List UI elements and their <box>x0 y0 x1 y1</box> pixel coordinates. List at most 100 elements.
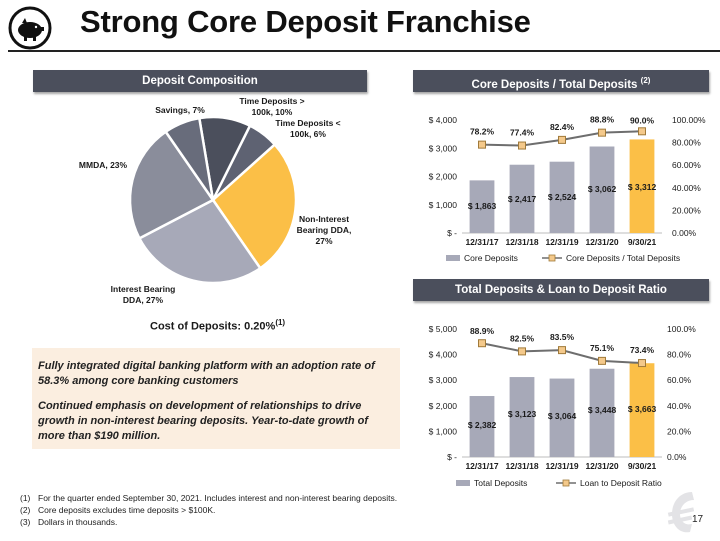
bar-value-label: $ 2,524 <box>548 192 577 202</box>
y-left-tick-label: $ 3,000 <box>429 143 458 153</box>
page-title: Strong Core Deposit Franchise <box>80 4 531 39</box>
pie-slice-label-line: Time Deposits > <box>239 96 304 106</box>
bar <box>469 396 495 457</box>
x-tick-label: 12/31/19 <box>545 237 578 247</box>
y-left-tick-label: $ 5,000 <box>429 324 458 334</box>
pie-slice <box>164 116 215 201</box>
ratio-marker <box>638 127 646 136</box>
x-tick-label: 12/31/20 <box>585 237 618 247</box>
x-tick-label: 9/30/21 <box>628 237 657 247</box>
bar-value-label: $ 3,448 <box>588 405 617 415</box>
highlights-box: Fully integrated digital banking platfor… <box>32 348 400 449</box>
x-tick-label: 9/30/21 <box>628 461 657 471</box>
y-right-tick-label: 0.00% <box>672 228 697 238</box>
y-left-tick-label: $ - <box>447 452 457 462</box>
x-tick-label: 12/31/17 <box>465 461 498 471</box>
y-right-tick-label: 80.0% <box>667 350 692 360</box>
total-deposits-title: Total Deposits & Loan to Deposit Ratio <box>455 284 667 296</box>
ratio-marker <box>638 359 646 368</box>
y-left-tick-label: $ 3,000 <box>429 375 458 385</box>
title-rule <box>8 50 720 52</box>
x-tick-label: 12/31/17 <box>465 237 498 247</box>
bar-value-label: $ 3,062 <box>588 184 617 194</box>
deposit-composition-header: Deposit Composition <box>33 70 367 92</box>
cost-of-deposits-footnote-ref: (1) <box>275 318 286 327</box>
y-left-tick-label: $ 1,000 <box>429 426 458 436</box>
bar <box>509 164 535 233</box>
footnote-text: For the quarter ended September 30, 2021… <box>38 493 398 503</box>
ratio-marker <box>558 135 566 144</box>
footnote-text: Dollars in thousands. <box>38 517 118 527</box>
bar <box>629 139 655 233</box>
bar-value-label: $ 3,064 <box>548 411 577 421</box>
pie-slice-label-line: DDA, 27% <box>123 295 164 305</box>
pie-slice <box>128 130 215 241</box>
pie-slice-label-line: 27% <box>315 236 332 246</box>
bar-value-label: $ 2,417 <box>508 194 537 204</box>
page-number: 17 <box>692 514 704 525</box>
legend-bar-swatch <box>456 480 470 486</box>
ratio-marker <box>598 356 606 365</box>
y-left-tick-label: $ 1,000 <box>429 200 458 210</box>
pie-slice <box>137 198 262 285</box>
bar-value-label: $ 3,123 <box>508 409 537 419</box>
deposit-composition-title: Deposit Composition <box>142 75 258 87</box>
ratio-value-label: 78.2% <box>470 127 495 137</box>
y-right-tick-label: 60.0% <box>667 375 692 385</box>
y-left-tick-label: $ 4,000 <box>429 115 458 125</box>
bar-value-label: $ 3,663 <box>628 404 657 414</box>
bar <box>629 363 655 457</box>
footnote-number: (1) <box>20 493 31 503</box>
pie-slice-label: Savings, 7% <box>155 105 205 115</box>
ratio-value-label: 83.5% <box>550 332 575 342</box>
ratio-marker <box>478 339 486 348</box>
pie-slice-label-line: MMDA, 23% <box>79 160 128 170</box>
x-tick-label: 12/31/19 <box>545 461 578 471</box>
ratio-value-label: 75.1% <box>590 343 615 353</box>
bar-value-label: $ 2,382 <box>468 420 497 430</box>
footnote: (2) Core deposits excludes time deposits … <box>20 505 215 515</box>
bar <box>469 180 495 233</box>
ratio-value-label: 82.5% <box>510 333 535 343</box>
footnote-number: (2) <box>20 505 31 515</box>
x-tick-label: 12/31/18 <box>505 237 538 247</box>
core-deposits-footnote-ref: (2) <box>640 76 651 85</box>
pie-slice-label: MMDA, 23% <box>79 160 128 170</box>
total-deposits-header: Total Deposits & Loan to Deposit Ratio <box>413 279 709 301</box>
bar <box>589 368 615 457</box>
legend-bar-label: Total Deposits <box>474 478 527 488</box>
pie-slice-label-line: Time Deposits < <box>275 118 340 128</box>
cost-of-deposits-text: Cost of Deposits: 0.20% <box>150 320 276 333</box>
pie-slice-label-line: 100k, 10% <box>252 107 293 117</box>
y-right-tick-label: 20.00% <box>672 205 701 215</box>
cost-of-deposits: Cost of Deposits: 0.20%(1) <box>150 318 285 333</box>
highlight-digital-banking: Fully integrated digital banking platfor… <box>38 360 375 387</box>
y-right-tick-label: 60.00% <box>672 160 701 170</box>
pie-slice-label-line: Non-Interest <box>299 214 349 224</box>
y-left-tick-label: $ 4,000 <box>429 350 458 360</box>
y-right-tick-label: 40.0% <box>667 401 692 411</box>
pie-slice-label-line: Interest Bearing <box>111 284 176 294</box>
ratio-marker <box>518 141 526 150</box>
ratio-value-label: 90.0% <box>630 115 655 125</box>
pie-slice-label-line: Savings, 7% <box>155 105 205 115</box>
highlight-relationships: Continued emphasis on development of rel… <box>38 400 369 442</box>
legend-line-label: Core Deposits / Total Deposits <box>566 253 680 263</box>
y-left-tick-label: $ 2,000 <box>429 172 458 182</box>
ratio-value-label: 88.9% <box>470 326 495 336</box>
y-right-tick-label: 40.00% <box>672 183 701 193</box>
x-tick-label: 12/31/20 <box>585 461 618 471</box>
x-tick-label: 12/31/18 <box>505 461 538 471</box>
bar <box>549 378 575 457</box>
legend-bar-swatch <box>446 255 460 261</box>
ratio-value-label: 88.8% <box>590 115 615 125</box>
bar <box>509 377 535 457</box>
legend-bar-label: Core Deposits <box>464 253 518 263</box>
pie-slice-label-line: Bearing DDA, <box>297 225 352 235</box>
pie-slice-label: Non-Interest Bearing DDA, 27% <box>297 214 352 246</box>
bar-value-label: $ 1,863 <box>468 201 497 211</box>
y-right-tick-label: 20.0% <box>667 426 692 436</box>
y-left-tick-label: $ - <box>447 228 457 238</box>
legend-line-label: Loan to Deposit Ratio <box>580 478 662 488</box>
